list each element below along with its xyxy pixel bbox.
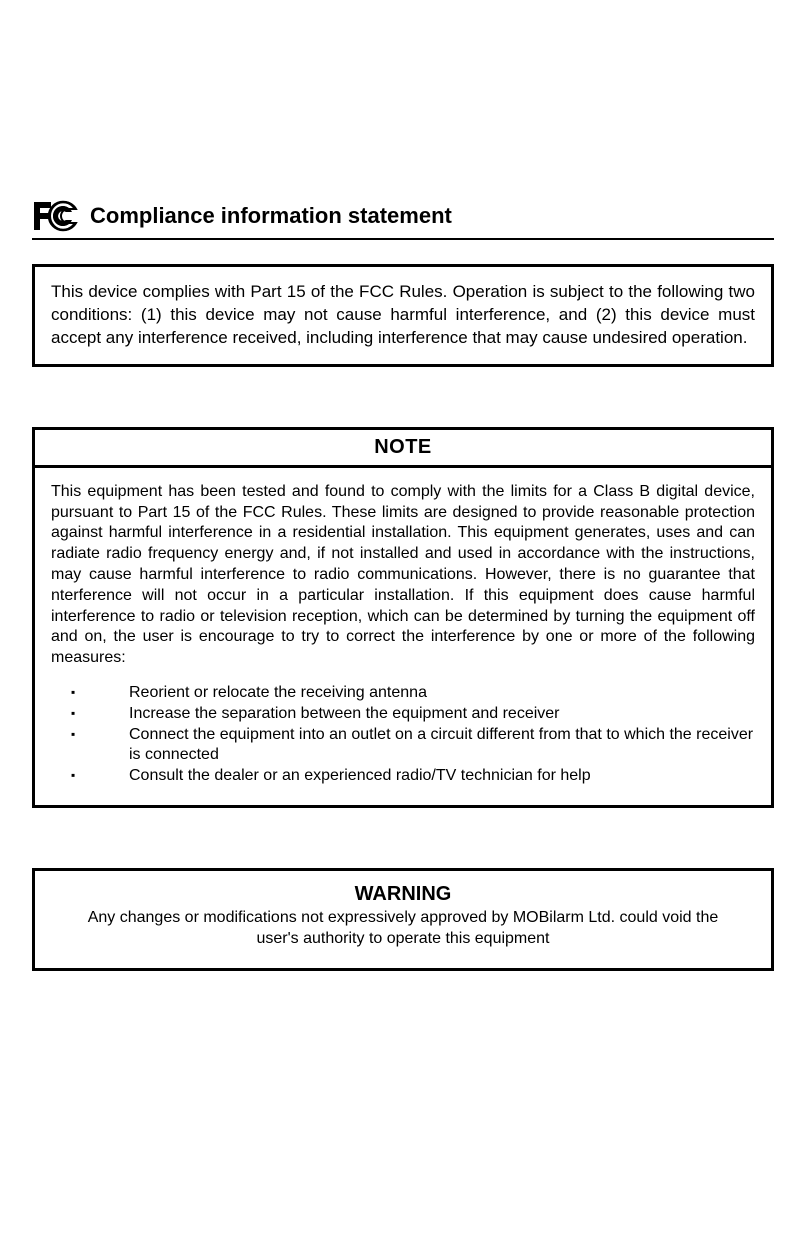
list-item: Increase the separation between the equi… bbox=[51, 704, 755, 725]
warning-text: Any changes or modifications not express… bbox=[51, 908, 755, 950]
note-text: This equipment has been tested and found… bbox=[51, 482, 755, 669]
page: Compliance information statement This de… bbox=[0, 0, 806, 1241]
list-item: Connect the equipment into an outlet on … bbox=[51, 725, 755, 767]
compliance-statement-text: This device complies with Part 15 of the… bbox=[51, 281, 755, 350]
warning-heading: WARNING bbox=[51, 883, 755, 906]
title-row: Compliance information statement bbox=[32, 200, 774, 240]
note-body: This equipment has been tested and found… bbox=[35, 468, 771, 805]
note-heading: NOTE bbox=[35, 430, 771, 468]
compliance-statement-box: This device complies with Part 15 of the… bbox=[32, 264, 774, 367]
note-box: NOTE This equipment has been tested and … bbox=[32, 427, 774, 808]
fcc-logo-icon bbox=[32, 200, 78, 232]
warning-box: WARNING Any changes or modifications not… bbox=[32, 868, 774, 971]
list-item: Consult the dealer or an experienced rad… bbox=[51, 766, 755, 787]
page-title: Compliance information statement bbox=[90, 203, 452, 229]
note-bullet-list: Reorient or relocate the receiving anten… bbox=[51, 683, 755, 787]
list-item: Reorient or relocate the receiving anten… bbox=[51, 683, 755, 704]
